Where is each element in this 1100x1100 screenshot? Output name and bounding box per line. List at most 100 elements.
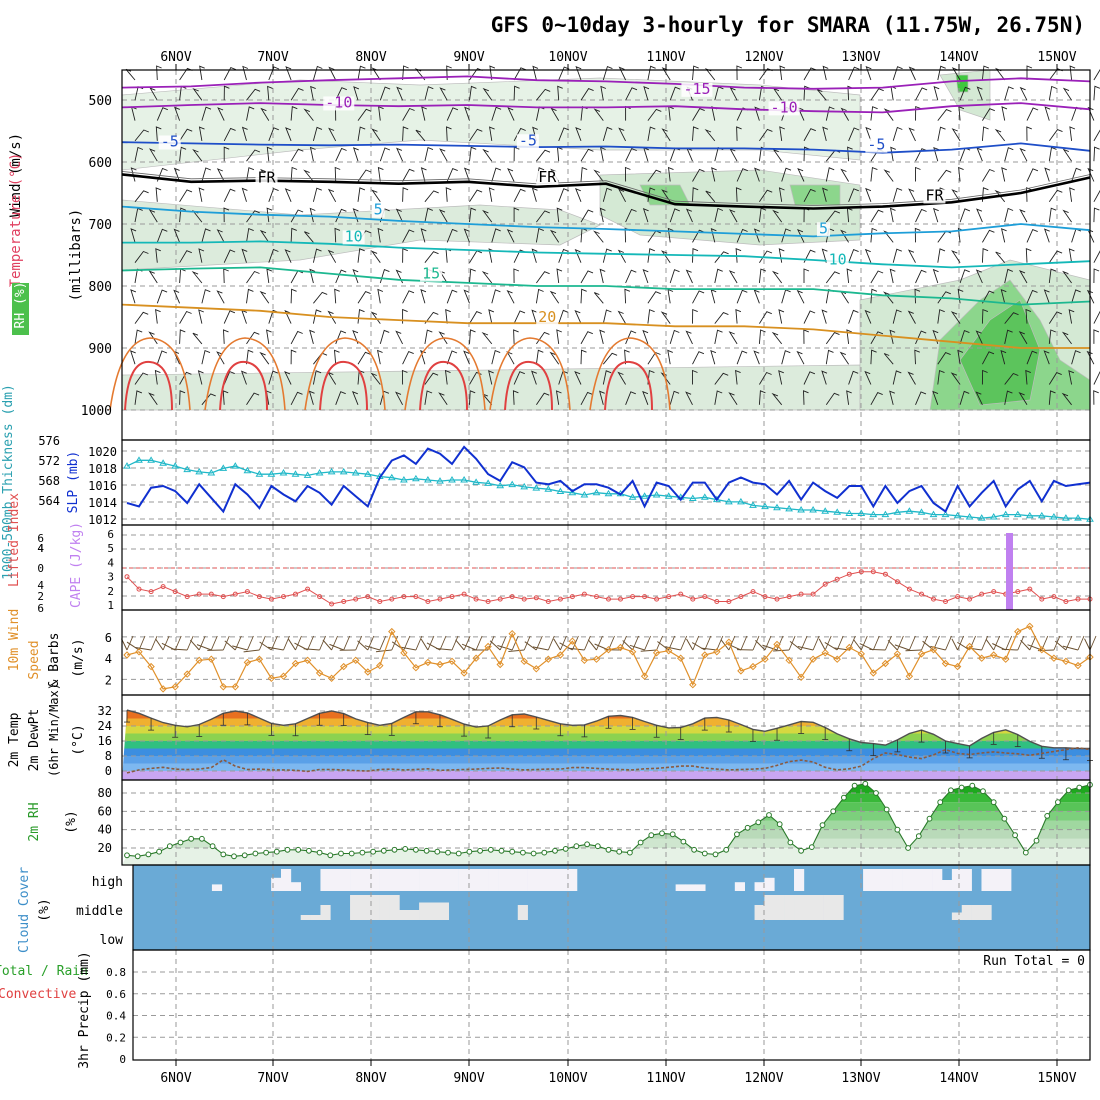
wind-barb <box>1093 371 1100 385</box>
wind-barb <box>759 128 773 142</box>
wind-barb <box>266 146 273 162</box>
rh-shading <box>959 299 1041 406</box>
high-cloud-cell <box>359 869 371 891</box>
wind-barb <box>937 109 952 121</box>
wind-barb <box>580 166 588 182</box>
rh-marker <box>177 839 184 846</box>
wind-barb <box>1054 640 1067 651</box>
lifted-index-tick: 0 <box>37 562 44 575</box>
wind-barb <box>246 392 260 406</box>
lifted-index-marker <box>630 594 636 600</box>
temperature-loop <box>319 360 368 411</box>
wind-barb <box>266 268 273 284</box>
date-label-bottom: 13NOV <box>841 1071 880 1086</box>
thickness-marker <box>267 470 276 477</box>
thickness-marker <box>207 469 216 476</box>
wind-barb <box>1086 289 1095 304</box>
isotherm-label-bg <box>536 310 559 325</box>
thickness-marker <box>881 510 890 518</box>
wind-barb <box>446 65 452 81</box>
wind-barb <box>402 248 408 263</box>
middle-cloud-cell <box>359 895 371 920</box>
wind-barb <box>513 67 527 81</box>
wind-barb <box>915 87 928 101</box>
wind-barb <box>602 126 613 142</box>
rh-marker <box>263 849 270 856</box>
wind-barb <box>753 350 760 365</box>
rh-marker <box>734 831 740 838</box>
wind-speed-marker <box>689 680 697 689</box>
wind-barb-flag <box>740 635 748 651</box>
wind-barb <box>155 639 164 651</box>
wind-barb <box>981 126 989 141</box>
wind-barb <box>915 105 921 121</box>
wind-barb <box>482 87 493 101</box>
wind-barb <box>821 370 828 385</box>
lifted-index-marker <box>473 596 479 602</box>
isotherm-label: FR <box>538 168 557 186</box>
high-cloud-cell <box>557 869 568 891</box>
wind-barb <box>840 107 849 121</box>
wind-speed-marker <box>1001 655 1010 663</box>
wind-speed-marker <box>773 640 781 649</box>
cloud-level-label: middle <box>76 904 123 919</box>
wind-barb <box>803 128 816 142</box>
lifted-index-marker <box>919 591 924 597</box>
thickness-slp-panel: 576 572 568 564 1020 1018 1016 1014 1012 <box>38 434 1094 527</box>
rh-marker <box>926 815 933 822</box>
temperature-tick: 0 <box>105 764 112 778</box>
wind-barb <box>1071 167 1082 182</box>
rh-marker <box>295 846 302 853</box>
wind-barb <box>759 311 772 324</box>
wind-barb <box>531 309 538 324</box>
wind-speed-marker <box>195 656 203 665</box>
wind-barb <box>825 392 840 406</box>
wind-barb <box>531 370 537 385</box>
wind-speed-marker <box>1086 653 1094 661</box>
wind-barb <box>192 332 203 345</box>
lifted-index-marker <box>401 594 407 600</box>
rh-marker <box>873 790 879 796</box>
wind-barb <box>173 228 181 243</box>
wind-barb <box>647 309 655 324</box>
wind-barb <box>870 270 884 284</box>
wind-barb <box>259 641 272 651</box>
wind-barb <box>469 146 477 162</box>
wind-barb <box>223 249 236 263</box>
wind-barb <box>179 310 192 324</box>
high-cloud-cell <box>517 869 528 891</box>
wind-barb <box>148 331 158 345</box>
wind-barb <box>914 349 920 365</box>
wind-speed-marker <box>520 657 528 666</box>
middle-cloud-cell <box>350 895 361 920</box>
wind-barb <box>1048 311 1063 324</box>
wind-barb <box>914 288 921 304</box>
wind-barb <box>937 248 946 263</box>
wind-barb <box>714 268 723 284</box>
wind-barb <box>937 65 946 81</box>
wind-barb <box>755 640 766 651</box>
wind-barb <box>155 187 162 202</box>
wind-barb-flag <box>716 635 724 651</box>
wind-barb <box>179 207 186 223</box>
thickness-marker <box>387 473 396 481</box>
isotherm-label-bg <box>923 189 946 204</box>
lifted-index-marker <box>858 569 864 575</box>
wind-barb <box>179 250 192 263</box>
wind-barb <box>377 166 384 182</box>
rh-marker <box>145 851 152 858</box>
temperature-loop-outer <box>489 337 571 411</box>
rh-marker <box>1012 832 1018 839</box>
wind-barb <box>950 372 961 385</box>
date-label-top: 7NOV <box>257 50 288 65</box>
lifted-index-marker <box>353 596 359 602</box>
wind-barb <box>959 330 970 345</box>
wind-tick: 2 <box>105 673 112 687</box>
panel-frame <box>121 609 1091 696</box>
wind-barb <box>1062 148 1072 162</box>
pressure-tick: 900 <box>89 342 112 357</box>
wind-barb <box>268 127 279 142</box>
wind-barb <box>1069 126 1076 141</box>
wind-barb <box>469 85 477 101</box>
thickness-marker <box>1062 514 1070 521</box>
